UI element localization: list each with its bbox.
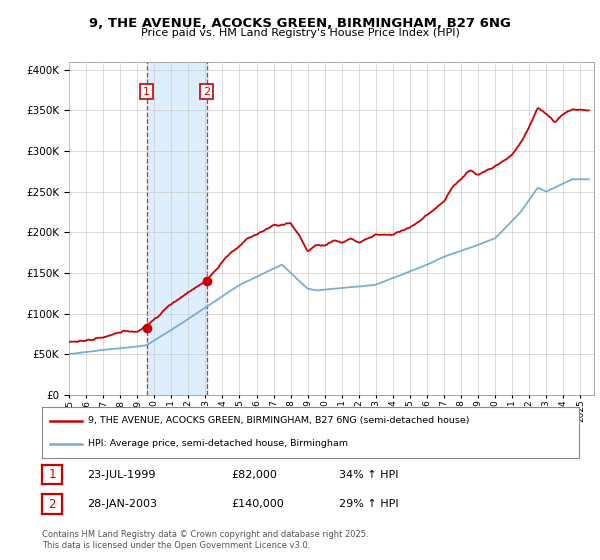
Text: 23-JUL-1999: 23-JUL-1999	[87, 470, 155, 480]
Text: 2: 2	[49, 497, 56, 511]
Text: 34% ↑ HPI: 34% ↑ HPI	[339, 470, 398, 480]
Text: £82,000: £82,000	[231, 470, 277, 480]
Text: 9, THE AVENUE, ACOCKS GREEN, BIRMINGHAM, B27 6NG (semi-detached house): 9, THE AVENUE, ACOCKS GREEN, BIRMINGHAM,…	[88, 416, 469, 425]
Text: 9, THE AVENUE, ACOCKS GREEN, BIRMINGHAM, B27 6NG: 9, THE AVENUE, ACOCKS GREEN, BIRMINGHAM,…	[89, 17, 511, 30]
Text: Contains HM Land Registry data © Crown copyright and database right 2025.
This d: Contains HM Land Registry data © Crown c…	[42, 530, 368, 550]
Text: 29% ↑ HPI: 29% ↑ HPI	[339, 499, 398, 509]
Text: HPI: Average price, semi-detached house, Birmingham: HPI: Average price, semi-detached house,…	[88, 440, 347, 449]
Text: 2: 2	[203, 87, 210, 96]
Text: 28-JAN-2003: 28-JAN-2003	[87, 499, 157, 509]
Bar	[146, 62, 207, 395]
Text: 1: 1	[143, 87, 150, 96]
Text: Price paid vs. HM Land Registry's House Price Index (HPI): Price paid vs. HM Land Registry's House …	[140, 28, 460, 38]
Text: £140,000: £140,000	[231, 499, 284, 509]
Text: 1: 1	[49, 468, 56, 482]
